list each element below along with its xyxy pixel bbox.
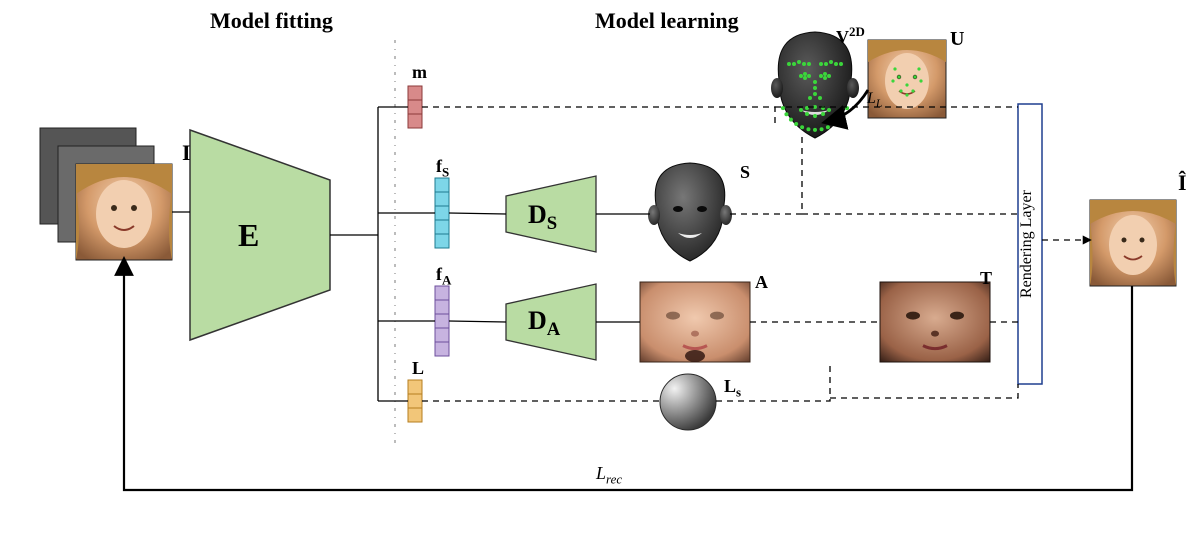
albedo-texture bbox=[640, 282, 750, 362]
v2d-label: V2D bbox=[836, 24, 865, 48]
loss-lrec-label: Lrec bbox=[596, 463, 622, 488]
output-label: Î bbox=[1178, 170, 1187, 196]
u-label: U bbox=[950, 28, 964, 51]
section-fitting-label: Model fitting bbox=[210, 8, 333, 34]
vector-fs-label: fS bbox=[436, 156, 449, 181]
encoder-label: E bbox=[238, 217, 259, 254]
shape-output-head bbox=[648, 163, 732, 261]
output-image bbox=[1090, 200, 1176, 286]
lighting-sphere bbox=[660, 374, 716, 430]
t-label: T bbox=[980, 268, 992, 289]
section-learning-label: Model learning bbox=[595, 8, 739, 34]
vector-m-label: m bbox=[412, 62, 427, 83]
ls-label: Ls bbox=[724, 376, 741, 401]
decoder-ds-label: DS bbox=[528, 200, 557, 235]
decoder-da-label: DA bbox=[528, 306, 560, 341]
s-label: S bbox=[740, 162, 750, 183]
loss-ll-label: LL bbox=[867, 90, 882, 110]
input-label: I bbox=[182, 140, 191, 166]
vector-m bbox=[408, 86, 422, 128]
rendering-layer-label: Rendering Layer bbox=[1018, 189, 1035, 298]
input-image-stack bbox=[40, 128, 172, 260]
vector-l-label: L bbox=[412, 358, 424, 379]
vector-fa bbox=[435, 286, 449, 356]
a-label: A bbox=[755, 272, 768, 293]
vector-l bbox=[408, 380, 422, 422]
t-texture bbox=[880, 282, 990, 362]
encoder-block bbox=[190, 130, 330, 340]
vector-fa-label: fA bbox=[436, 264, 451, 289]
vector-fs bbox=[435, 178, 449, 248]
